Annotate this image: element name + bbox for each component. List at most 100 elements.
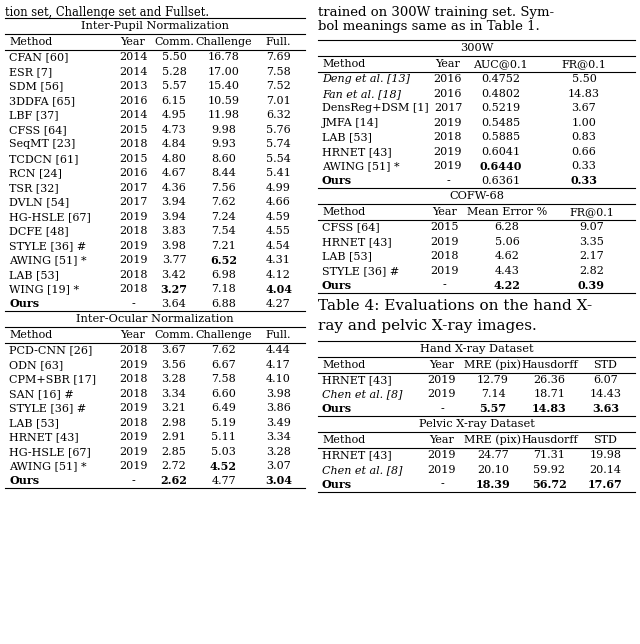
Text: DCFE [48]: DCFE [48]	[9, 226, 68, 236]
Text: 4.84: 4.84	[161, 139, 186, 149]
Text: SeqMT [23]: SeqMT [23]	[9, 139, 76, 149]
Text: 9.07: 9.07	[579, 222, 604, 232]
Text: STYLE [36] #: STYLE [36] #	[322, 266, 399, 276]
Text: 7.62: 7.62	[211, 197, 236, 207]
Text: 2.98: 2.98	[161, 418, 186, 428]
Text: STD: STD	[593, 359, 618, 370]
Text: 4.27: 4.27	[266, 299, 291, 308]
Text: WING [19] *: WING [19] *	[9, 284, 79, 294]
Text: 7.56: 7.56	[211, 183, 236, 193]
Text: ray and pelvic X-ray images.: ray and pelvic X-ray images.	[318, 319, 537, 332]
Text: MRE (pix): MRE (pix)	[465, 359, 522, 370]
Text: 4.67: 4.67	[162, 168, 186, 178]
Text: Method: Method	[9, 37, 52, 47]
Text: 6.15: 6.15	[161, 96, 186, 106]
Text: 2018: 2018	[119, 389, 147, 399]
Text: 6.60: 6.60	[211, 389, 236, 399]
Text: 5.57: 5.57	[162, 81, 186, 91]
Text: 4.04: 4.04	[265, 284, 292, 295]
Text: 5.57: 5.57	[479, 403, 507, 414]
Text: AWING [51] *: AWING [51] *	[322, 161, 399, 171]
Text: 2015: 2015	[430, 222, 459, 232]
Text: 7.69: 7.69	[266, 52, 291, 62]
Text: 4.10: 4.10	[266, 374, 291, 384]
Text: 6.67: 6.67	[211, 360, 236, 370]
Text: 5.03: 5.03	[211, 447, 236, 457]
Text: Full.: Full.	[266, 37, 291, 47]
Text: 15.40: 15.40	[207, 81, 239, 91]
Text: AWING [51] *: AWING [51] *	[9, 461, 86, 471]
Text: ESR [7]: ESR [7]	[9, 67, 52, 77]
Text: 0.6440: 0.6440	[479, 161, 522, 172]
Text: Hausdorff: Hausdorff	[521, 435, 578, 445]
Text: Challenge: Challenge	[195, 37, 252, 47]
Text: 2019: 2019	[119, 212, 147, 222]
Text: 2018: 2018	[119, 139, 147, 149]
Text: 3.86: 3.86	[266, 403, 291, 413]
Text: 5.28: 5.28	[161, 67, 186, 77]
Text: 4.17: 4.17	[266, 360, 291, 370]
Text: Year: Year	[436, 59, 460, 69]
Text: 7.62: 7.62	[211, 345, 236, 355]
Text: 0.83: 0.83	[572, 132, 596, 142]
Text: 3.56: 3.56	[161, 360, 186, 370]
Text: Ours: Ours	[322, 279, 352, 290]
Text: RCN [24]: RCN [24]	[9, 168, 62, 178]
Text: DVLN [54]: DVLN [54]	[9, 197, 69, 207]
Text: Year: Year	[120, 37, 145, 47]
Text: Table 4: Evaluations on the hand X-: Table 4: Evaluations on the hand X-	[318, 299, 592, 312]
Text: 2019: 2019	[119, 447, 147, 457]
Text: 2019: 2019	[119, 360, 147, 370]
Text: 4.77: 4.77	[211, 476, 236, 486]
Text: 2017: 2017	[119, 183, 147, 193]
Text: 4.36: 4.36	[161, 183, 186, 193]
Text: HG-HSLE [67]: HG-HSLE [67]	[9, 212, 91, 222]
Text: SDM [56]: SDM [56]	[9, 81, 63, 91]
Text: 2.85: 2.85	[161, 447, 186, 457]
Text: 6.49: 6.49	[211, 403, 236, 413]
Text: 71.31: 71.31	[534, 450, 565, 460]
Text: -: -	[443, 280, 446, 290]
Text: 4.54: 4.54	[266, 241, 291, 251]
Text: 3.83: 3.83	[161, 226, 186, 236]
Text: HRNET [43]: HRNET [43]	[322, 147, 392, 156]
Text: CPM+SBR [17]: CPM+SBR [17]	[9, 374, 96, 384]
Text: bol meanings same as in Table 1.: bol meanings same as in Table 1.	[318, 20, 540, 33]
Text: 4.66: 4.66	[266, 197, 291, 207]
Text: 6.88: 6.88	[211, 299, 236, 308]
Text: Ours: Ours	[9, 475, 39, 486]
Text: TSR [32]: TSR [32]	[9, 183, 59, 193]
Text: FR@0.1: FR@0.1	[569, 207, 614, 217]
Text: 2019: 2019	[119, 432, 147, 442]
Text: 7.21: 7.21	[211, 241, 236, 251]
Text: Year: Year	[429, 435, 454, 445]
Text: 0.5219: 0.5219	[481, 103, 520, 113]
Text: 3.34: 3.34	[266, 432, 291, 442]
Text: 0.33: 0.33	[572, 161, 596, 171]
Text: -: -	[440, 479, 444, 489]
Text: 4.55: 4.55	[266, 226, 291, 236]
Text: 4.52: 4.52	[210, 460, 237, 472]
Text: Hausdorff: Hausdorff	[521, 359, 578, 370]
Text: 3.28: 3.28	[161, 374, 186, 384]
Text: 4.99: 4.99	[266, 183, 291, 193]
Text: 0.6361: 0.6361	[481, 176, 520, 185]
Text: 3.98: 3.98	[161, 241, 186, 251]
Text: Method: Method	[322, 359, 365, 370]
Text: 2019: 2019	[430, 237, 459, 247]
Text: 9.98: 9.98	[211, 125, 236, 135]
Text: 2016: 2016	[434, 74, 462, 84]
Text: 5.76: 5.76	[266, 125, 291, 135]
Text: 2018: 2018	[119, 270, 147, 279]
Text: CFSS [64]: CFSS [64]	[322, 222, 380, 232]
Text: 6.32: 6.32	[266, 110, 291, 120]
Text: 5.41: 5.41	[266, 168, 291, 178]
Text: 26.36: 26.36	[534, 375, 566, 384]
Text: 3.64: 3.64	[161, 299, 186, 308]
Text: 3.04: 3.04	[265, 475, 292, 486]
Text: -: -	[131, 299, 135, 308]
Text: 5.54: 5.54	[266, 154, 291, 164]
Text: 56.72: 56.72	[532, 478, 567, 489]
Text: 3.28: 3.28	[266, 447, 291, 457]
Text: 6.52: 6.52	[210, 255, 237, 266]
